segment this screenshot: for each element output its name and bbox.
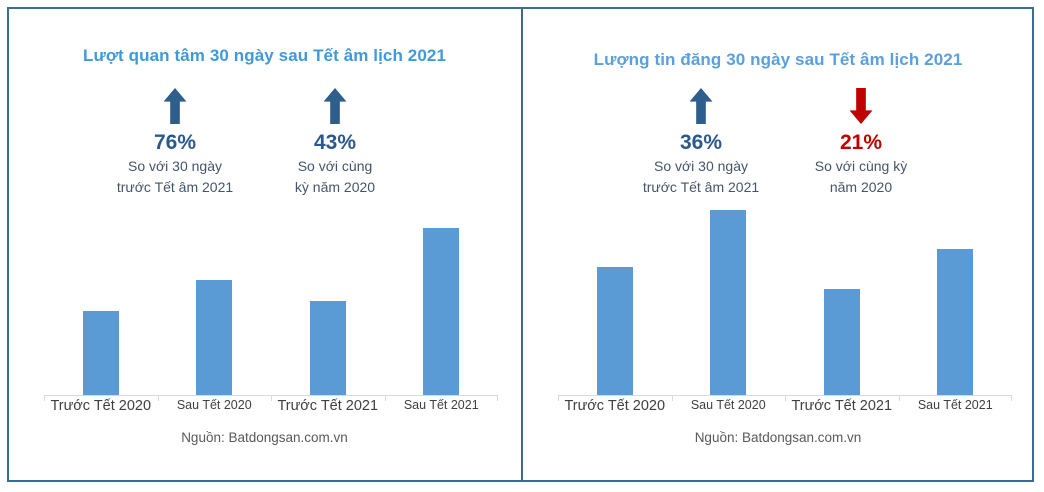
annotation-label-line: So với 30 ngày bbox=[127, 158, 222, 174]
bar bbox=[710, 210, 746, 395]
annotation-label-line: kỳ năm 2020 bbox=[294, 179, 376, 195]
bar bbox=[937, 249, 973, 395]
axis-tick bbox=[1011, 395, 1012, 401]
axis-tick bbox=[672, 395, 673, 401]
annotation-label-line: trước Tết âm 2021 bbox=[116, 179, 234, 195]
axis-tick bbox=[271, 395, 272, 401]
annotation-label-line: trước Tết âm 2021 bbox=[642, 179, 760, 195]
bar-plot bbox=[44, 205, 498, 401]
axis-tick bbox=[899, 395, 900, 401]
chart-title: Lượng tin đăng 30 ngày sau Tết âm lịch 2… bbox=[593, 50, 963, 69]
annotation-vs-same-period: 43% So với cùng kỳ năm 2020 bbox=[250, 88, 420, 197]
annotation-vs-before-tet: 36% So với 30 ngày trước Tết âm 2021 bbox=[616, 88, 786, 197]
frame-border bbox=[7, 7, 1034, 482]
x-axis-label: Sau Tết 2021 bbox=[403, 398, 479, 412]
x-axis-labels: Trước Tết 2020 Sau Tết 2020 Trước Tết 2021… bbox=[558, 398, 1012, 414]
percent-value: 76% bbox=[153, 131, 197, 154]
panel-interest-chart: Lượt quan tâm 30 ngày sau Tết âm lịch 20… bbox=[7, 7, 522, 482]
annotation-vs-before-tet: 76% So với 30 ngày trước Tết âm 2021 bbox=[90, 88, 260, 197]
x-axis-labels: Trước Tết 2020 Sau Tết 2020 Trước Tết 2021… bbox=[44, 398, 498, 414]
panel-listings-chart: Lượng tin đăng 30 ngày sau Tết âm lịch 2… bbox=[522, 7, 1034, 482]
x-axis-label: Sau Tết 2020 bbox=[690, 398, 766, 412]
bar bbox=[196, 280, 232, 395]
bar bbox=[83, 311, 119, 395]
bar bbox=[824, 289, 860, 395]
annotation-label-line: So với cùng kỳ bbox=[814, 158, 908, 174]
axis-tick bbox=[158, 395, 159, 401]
up-arrow-icon bbox=[323, 88, 347, 124]
annotation-label-line: So với cùng bbox=[297, 158, 373, 174]
up-arrow-icon bbox=[689, 88, 713, 124]
x-axis-label: Sau Tết 2020 bbox=[176, 398, 252, 412]
chart-title: Lượt quan tâm 30 ngày sau Tết âm lịch 20… bbox=[82, 46, 447, 65]
axis-tick bbox=[497, 395, 498, 401]
x-axis-label: Trước Tết 2020 bbox=[50, 398, 152, 414]
x-axis-label: Trước Tết 2021 bbox=[791, 398, 893, 414]
bar bbox=[423, 228, 459, 395]
x-axis-label: Sau Tết 2021 bbox=[917, 398, 993, 412]
panel-divider bbox=[521, 7, 523, 482]
axis-tick bbox=[44, 395, 45, 401]
source-caption: Nguồn: Batdongsan.com.vn bbox=[694, 430, 862, 445]
percent-value: 21% bbox=[839, 131, 883, 154]
axis-tick bbox=[785, 395, 786, 401]
source-caption: Nguồn: Batdongsan.com.vn bbox=[181, 430, 348, 445]
up-arrow-icon bbox=[163, 88, 187, 124]
down-arrow-icon bbox=[849, 88, 873, 124]
annotation-label-line: So với 30 ngày bbox=[653, 158, 748, 174]
percent-value: 43% bbox=[313, 131, 357, 154]
bar-plot bbox=[558, 205, 1012, 401]
bar bbox=[310, 301, 346, 395]
annotation-vs-same-period: 21% So với cùng kỳ năm 2020 bbox=[776, 88, 946, 197]
axis-tick bbox=[385, 395, 386, 401]
percent-value: 36% bbox=[679, 131, 723, 154]
bar bbox=[597, 267, 633, 395]
annotation-label-line: năm 2020 bbox=[829, 179, 893, 195]
x-axis-label: Trước Tết 2020 bbox=[564, 398, 666, 414]
x-axis-label: Trước Tết 2021 bbox=[277, 398, 379, 414]
axis-tick bbox=[558, 395, 559, 401]
